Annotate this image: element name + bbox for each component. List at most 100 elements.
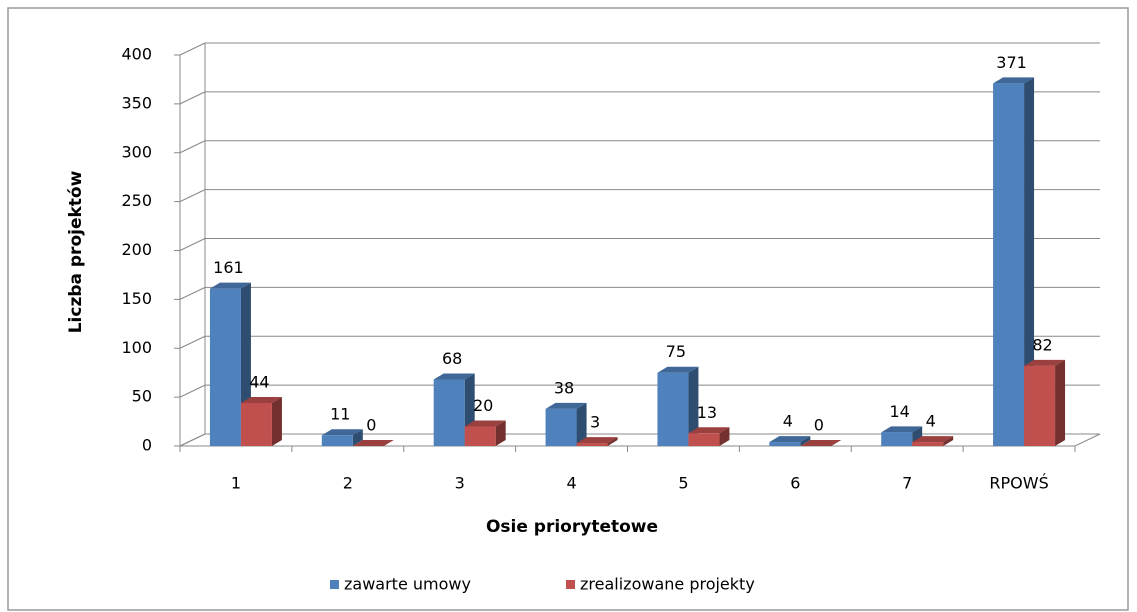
data-label: 371 (996, 53, 1027, 72)
data-label: 68 (442, 349, 462, 368)
bar (769, 436, 811, 446)
data-label: 14 (890, 402, 910, 421)
bar-front (321, 435, 353, 446)
data-label: 0 (366, 416, 376, 435)
grid-line-side (179, 286, 206, 300)
bar-top (912, 436, 954, 443)
bar-top (321, 429, 363, 436)
y-tick-label: 300 (121, 142, 152, 161)
bar-top (657, 366, 699, 373)
floor (179, 433, 1101, 447)
bar-side (576, 402, 587, 446)
grid-line-side (179, 140, 206, 154)
y-tick-label: 200 (121, 240, 152, 259)
bar-front (912, 442, 944, 446)
bar (1024, 359, 1066, 446)
bar (464, 420, 506, 446)
bar-front (688, 433, 720, 446)
data-label: 4 (783, 412, 793, 431)
data-label: 38 (554, 378, 574, 397)
legend-swatch (566, 580, 575, 589)
bar-front (576, 443, 608, 446)
data-label: 20 (473, 396, 493, 415)
bar-front (881, 432, 913, 446)
x-tick-label: RPOWŚ (989, 474, 1048, 493)
y-tick-label: 0 (142, 436, 152, 455)
x-tick-label: 7 (902, 474, 912, 493)
bar (352, 440, 394, 446)
bar-top (209, 282, 251, 289)
x-tick-label: 5 (678, 474, 688, 493)
bar (657, 366, 699, 446)
grid-line-side (179, 189, 206, 203)
legend-label: zrealizowane projekty (580, 575, 755, 594)
bar (688, 427, 730, 446)
x-tick-label: 3 (455, 474, 465, 493)
x-tick-label: 2 (343, 474, 353, 493)
bar-front (464, 426, 496, 446)
legend-swatch (330, 580, 339, 589)
bar-side (352, 429, 363, 446)
bar-top (688, 427, 730, 434)
bar-side (1055, 359, 1066, 446)
data-label: 75 (666, 342, 686, 361)
data-label: 13 (697, 403, 717, 422)
y-tick-label: 50 (132, 387, 152, 406)
y-tick-label: 250 (121, 191, 152, 210)
bar (240, 396, 282, 446)
bar-top (800, 440, 842, 446)
bar (800, 440, 842, 446)
data-label: 82 (1032, 335, 1052, 354)
x-tick-label: 6 (790, 474, 800, 493)
bar-side (943, 436, 954, 446)
y-tick-label: 150 (121, 289, 152, 308)
y-tick-label: 100 (121, 338, 152, 357)
bar-front (993, 83, 1025, 446)
y-axis-label: Liczba projektów (66, 170, 86, 333)
grid-line-side (179, 91, 206, 105)
data-label: 11 (330, 405, 350, 424)
bar-top (352, 440, 394, 446)
data-label: 4 (926, 412, 936, 431)
bar-front (769, 442, 801, 446)
x-axis-label: Osie priorytetowe (486, 517, 658, 537)
legend-label: zawarte umowy (344, 575, 471, 594)
data-label: 161 (213, 258, 244, 277)
bar-side (719, 427, 730, 446)
bar (209, 282, 251, 446)
grid-line-side (179, 433, 206, 447)
data-label: 3 (590, 413, 600, 432)
x-tick-label: 1 (231, 474, 241, 493)
bar-front (433, 379, 465, 446)
data-label: 44 (249, 372, 269, 391)
y-tick-label: 350 (121, 93, 152, 112)
bar-front (240, 402, 272, 446)
bar-side (271, 396, 282, 446)
data-label: 0 (814, 416, 824, 435)
bar-side (800, 436, 811, 446)
bar-top (433, 373, 475, 380)
bar-side (688, 366, 699, 446)
bar-side (495, 420, 506, 446)
bar (993, 77, 1035, 446)
bar-front (657, 372, 689, 446)
grid-line-side (179, 42, 206, 56)
bar-front (209, 288, 241, 446)
bar-top (240, 396, 282, 403)
bar-top (881, 426, 923, 433)
bar (912, 436, 954, 446)
grid-line-side (179, 238, 206, 251)
bar-top (545, 402, 587, 409)
y-tick-label: 400 (121, 45, 152, 64)
bar-top (769, 436, 811, 443)
bar-side (1024, 77, 1035, 446)
x-tick-label: 4 (566, 474, 576, 493)
bar-front (545, 408, 577, 446)
bar-front (1024, 365, 1056, 446)
bar-top (576, 437, 618, 444)
bar-top (993, 77, 1035, 84)
bar (545, 402, 587, 446)
bar-top (464, 420, 506, 427)
bar-top (1024, 359, 1066, 366)
